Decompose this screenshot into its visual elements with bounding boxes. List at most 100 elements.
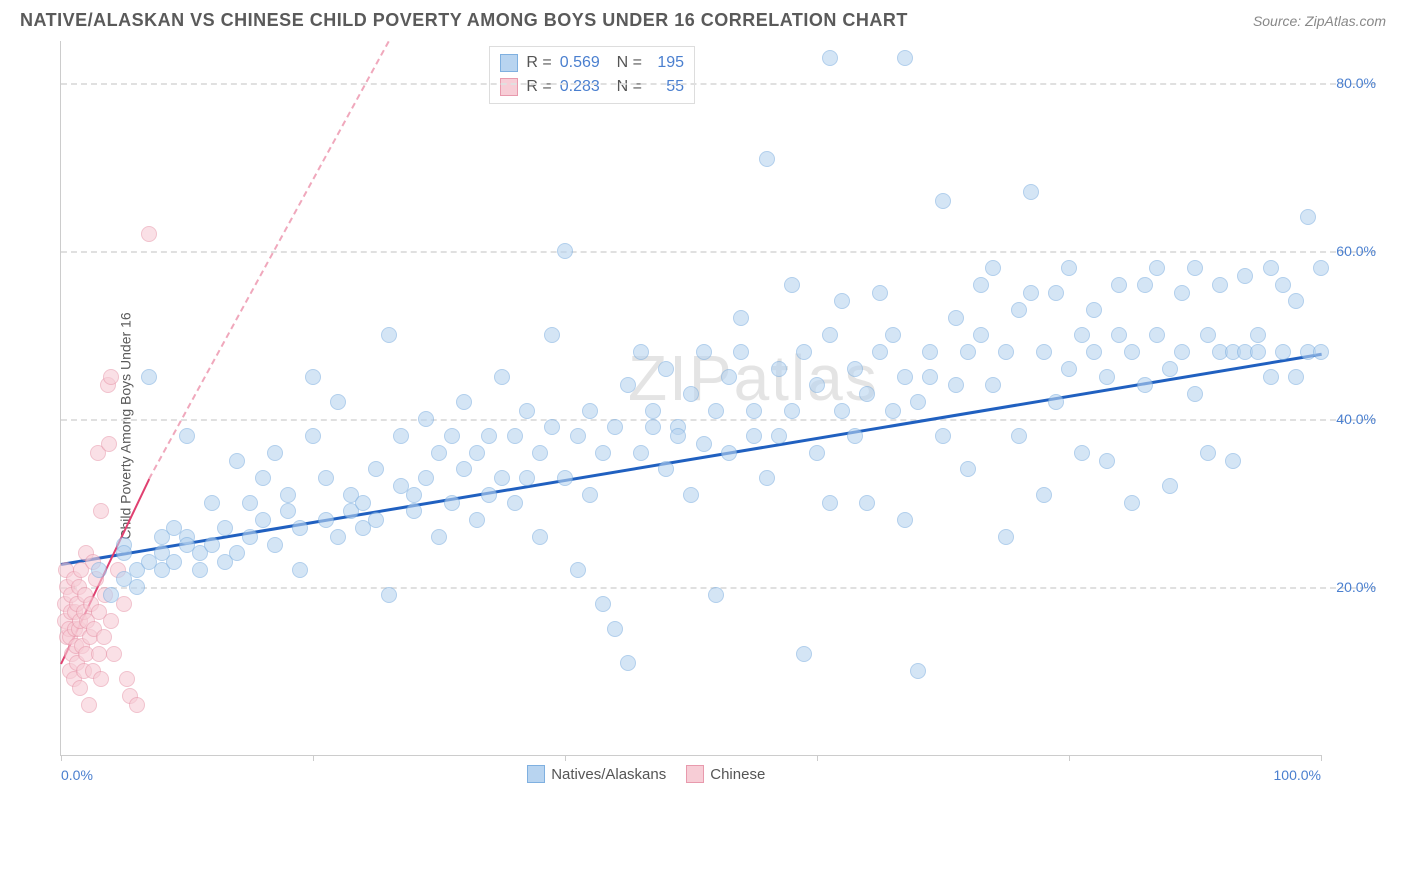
chart-title: NATIVE/ALASKAN VS CHINESE CHILD POVERTY …	[20, 10, 908, 31]
plot-area: ZIPatlas R = 0.569 N = 195R = 0.283 N = …	[60, 41, 1321, 756]
gridline	[61, 419, 1376, 421]
scatter-point	[204, 537, 220, 553]
scatter-point	[192, 562, 208, 578]
scatter-point	[1061, 361, 1077, 377]
scatter-point	[1300, 209, 1316, 225]
scatter-point	[418, 411, 434, 427]
scatter-point	[1023, 184, 1039, 200]
scatter-point	[406, 503, 422, 519]
source-label: Source: ZipAtlas.com	[1253, 13, 1386, 29]
scatter-point	[267, 537, 283, 553]
scatter-point	[1011, 428, 1027, 444]
scatter-point	[733, 310, 749, 326]
scatter-point	[998, 344, 1014, 360]
regression-line	[148, 42, 389, 480]
scatter-point	[897, 50, 913, 66]
scatter-point	[582, 403, 598, 419]
scatter-point	[822, 495, 838, 511]
legend-row: R = 0.283 N = 55	[500, 75, 684, 99]
scatter-point	[922, 344, 938, 360]
n-label: N =	[608, 51, 642, 75]
scatter-point	[746, 403, 762, 419]
scatter-point	[393, 428, 409, 444]
scatter-point	[796, 646, 812, 662]
scatter-point	[885, 403, 901, 419]
scatter-point	[1124, 495, 1140, 511]
scatter-point	[1313, 344, 1329, 360]
scatter-point	[103, 369, 119, 385]
scatter-point	[771, 361, 787, 377]
legend-label: Natives/Alaskans	[551, 766, 666, 783]
scatter-point	[872, 285, 888, 301]
scatter-point	[93, 671, 109, 687]
scatter-point	[784, 403, 800, 419]
scatter-point	[960, 461, 976, 477]
scatter-point	[847, 428, 863, 444]
scatter-point	[494, 470, 510, 486]
scatter-point	[809, 445, 825, 461]
scatter-point	[1111, 277, 1127, 293]
scatter-point	[1149, 260, 1165, 276]
n-value: 195	[650, 51, 684, 75]
scatter-point	[255, 512, 271, 528]
scatter-point	[822, 327, 838, 343]
scatter-point	[1149, 327, 1165, 343]
x-tick	[1069, 755, 1070, 761]
scatter-point	[948, 377, 964, 393]
scatter-point	[872, 344, 888, 360]
y-tick-label: 80.0%	[1336, 75, 1376, 91]
scatter-point	[998, 529, 1014, 545]
scatter-point	[1250, 344, 1266, 360]
scatter-point	[166, 554, 182, 570]
scatter-point	[1225, 453, 1241, 469]
scatter-point	[696, 344, 712, 360]
scatter-point	[532, 529, 548, 545]
r-value: 0.569	[560, 51, 600, 75]
gridline	[61, 251, 1376, 253]
scatter-point	[1187, 260, 1203, 276]
scatter-point	[746, 428, 762, 444]
correlation-legend: R = 0.569 N = 195R = 0.283 N = 55	[489, 46, 695, 104]
r-label: R =	[526, 75, 551, 99]
scatter-point	[381, 327, 397, 343]
scatter-point	[973, 327, 989, 343]
scatter-point	[847, 361, 863, 377]
scatter-point	[948, 310, 964, 326]
scatter-point	[1099, 453, 1115, 469]
legend-swatch	[500, 54, 518, 72]
scatter-point	[381, 587, 397, 603]
scatter-point	[1074, 327, 1090, 343]
legend-item: Chinese	[686, 765, 765, 783]
scatter-point	[1200, 445, 1216, 461]
scatter-point	[859, 386, 875, 402]
scatter-point	[481, 487, 497, 503]
scatter-point	[1061, 260, 1077, 276]
scatter-point	[229, 453, 245, 469]
scatter-point	[305, 369, 321, 385]
scatter-point	[507, 428, 523, 444]
scatter-point	[242, 495, 258, 511]
scatter-point	[1275, 277, 1291, 293]
scatter-point	[1288, 293, 1304, 309]
chart-container: Child Poverty Among Boys Under 16 ZIPatl…	[50, 36, 1386, 816]
scatter-point	[1275, 344, 1291, 360]
scatter-point	[444, 495, 460, 511]
legend-row: R = 0.569 N = 195	[500, 51, 684, 75]
scatter-point	[469, 445, 485, 461]
legend-swatch	[686, 765, 704, 783]
legend-swatch	[500, 78, 518, 96]
scatter-point	[93, 503, 109, 519]
scatter-point	[456, 461, 472, 477]
scatter-point	[431, 445, 447, 461]
scatter-point	[229, 545, 245, 561]
scatter-point	[620, 655, 636, 671]
scatter-point	[935, 428, 951, 444]
scatter-point	[330, 529, 346, 545]
scatter-point	[204, 495, 220, 511]
scatter-point	[620, 377, 636, 393]
scatter-point	[910, 394, 926, 410]
y-tick-label: 20.0%	[1336, 579, 1376, 595]
scatter-point	[406, 487, 422, 503]
scatter-point	[96, 629, 112, 645]
scatter-point	[557, 470, 573, 486]
